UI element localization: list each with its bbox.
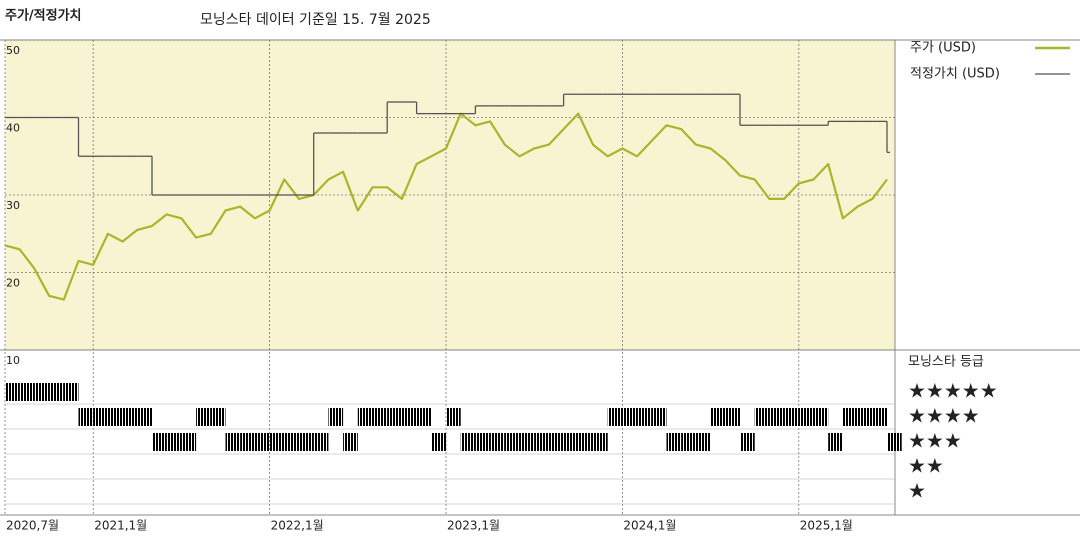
rating-bar [607, 408, 623, 426]
rating-bar [328, 408, 344, 426]
rating-bar [828, 433, 843, 451]
rating-bar [19, 383, 35, 401]
rating-bar [401, 408, 417, 426]
x-tick-label: 2021,1월 [94, 519, 147, 533]
rating-bar [166, 433, 182, 451]
rating-bar [107, 408, 123, 426]
rating-bar [784, 408, 799, 426]
rating-bar [446, 408, 461, 426]
rating-bar [387, 408, 402, 426]
rating-bar [357, 408, 373, 426]
rating-bar [372, 408, 388, 426]
rating-bar [93, 408, 108, 426]
rating-bar [651, 408, 667, 426]
rating-bar [666, 433, 682, 451]
legend-label: 주가 (USD) [910, 41, 976, 56]
chart-subtitle: 모닝스타 데이터 기준일 15. 7월 2025 [200, 12, 431, 28]
rating-bar [740, 433, 755, 451]
y-tick-label: 20 [6, 277, 20, 290]
rating-bar [504, 433, 520, 451]
y-tick-label: 10 [6, 354, 20, 367]
rating-bar [460, 433, 476, 451]
rating-bar [299, 433, 314, 451]
rating-bar [152, 433, 167, 451]
rating-bar [254, 433, 270, 451]
legend-label: 적정가치 (USD) [910, 67, 1000, 82]
rating-bar [181, 433, 197, 451]
rating-bar [813, 408, 829, 426]
rating-bar [137, 408, 152, 426]
rating-bar [798, 408, 814, 426]
price-line [4, 112, 888, 301]
rating-bar [313, 433, 329, 451]
rating-bar [637, 408, 652, 426]
rating-bar [240, 433, 255, 451]
rating-bar [5, 383, 20, 401]
rating-bar [284, 433, 299, 451]
rating-label: ★★ [908, 454, 944, 478]
rating-bar [622, 408, 638, 426]
rating-bar [681, 433, 696, 451]
rating-bar [710, 408, 726, 426]
rating-label: ★★★ [908, 429, 962, 453]
rating-bar [842, 408, 858, 426]
rating-bar [725, 408, 740, 426]
rating-bar [78, 408, 94, 426]
x-tick-label: 2025,1월 [800, 519, 853, 533]
rating-bar [431, 433, 446, 451]
rating-bar [578, 433, 593, 451]
rating-bar [534, 433, 549, 451]
rating-bar [34, 383, 50, 401]
rating-bar [343, 433, 358, 451]
rating-bar [196, 408, 211, 426]
y-tick-label: 50 [6, 44, 20, 57]
rating-bar [593, 433, 608, 451]
chart-title: 주가/적정가치 [5, 8, 82, 24]
rating-bar [872, 408, 887, 426]
rating-title: 모닝스타 등급 [908, 355, 984, 370]
x-tick-label: 2024,1월 [623, 519, 676, 533]
rating-bar [490, 433, 505, 451]
y-tick-label: 30 [6, 199, 20, 212]
rating-bar [475, 433, 491, 451]
rating-bar [49, 383, 64, 401]
rating-bar [887, 433, 902, 451]
rating-bar [210, 408, 226, 426]
rating-label: ★★★★★ [908, 379, 998, 403]
x-tick-label: 2020,7월 [6, 519, 59, 533]
rating-bar [519, 433, 535, 451]
x-tick-label: 2022,1월 [271, 519, 324, 533]
rating-bar [563, 433, 579, 451]
y-tick-label: 40 [6, 122, 20, 135]
rating-bar [63, 383, 79, 401]
rating-bar [122, 408, 138, 426]
rating-bar [857, 408, 873, 426]
x-tick-label: 2023,1월 [447, 519, 500, 533]
rating-bar [225, 433, 241, 451]
rating-bar [769, 408, 785, 426]
rating-bar [416, 408, 432, 426]
rating-bar [548, 433, 564, 451]
rating-label: ★★★★ [908, 404, 980, 428]
rating-bar [754, 408, 770, 426]
rating-bar [269, 433, 285, 451]
rating-label: ★ [908, 479, 926, 503]
rating-bar [695, 433, 711, 451]
